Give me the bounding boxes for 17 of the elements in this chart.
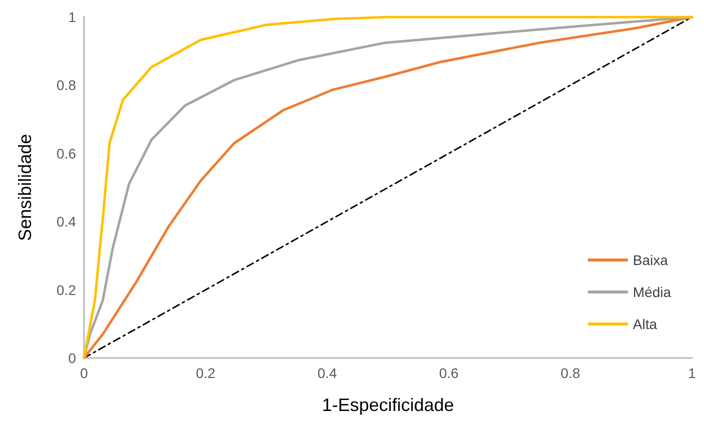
x-tick-label: 0.6 (439, 365, 459, 381)
y-axis-title: Sensibilidade (15, 134, 35, 242)
x-tick-label: 0.2 (196, 365, 216, 381)
legend-label: Média (632, 284, 672, 300)
x-tick-label: 0 (80, 365, 88, 381)
y-tick-label: 0.4 (56, 214, 76, 230)
y-tick-label: 0 (68, 350, 76, 366)
x-tick-label: 0.4 (317, 365, 338, 381)
legend-label: Alta (632, 316, 658, 332)
y-tick-label: 1 (68, 9, 76, 25)
y-tick-label: 0.2 (56, 282, 76, 298)
legend-label: Baixa (632, 252, 668, 268)
y-tick-label: 0.6 (56, 145, 76, 162)
x-axis-title: 1-Especificidade (322, 395, 454, 415)
x-tick-label: 1 (688, 365, 696, 381)
x-tick-label: 0.8 (560, 365, 580, 381)
y-tick-label: 0.8 (56, 77, 76, 94)
